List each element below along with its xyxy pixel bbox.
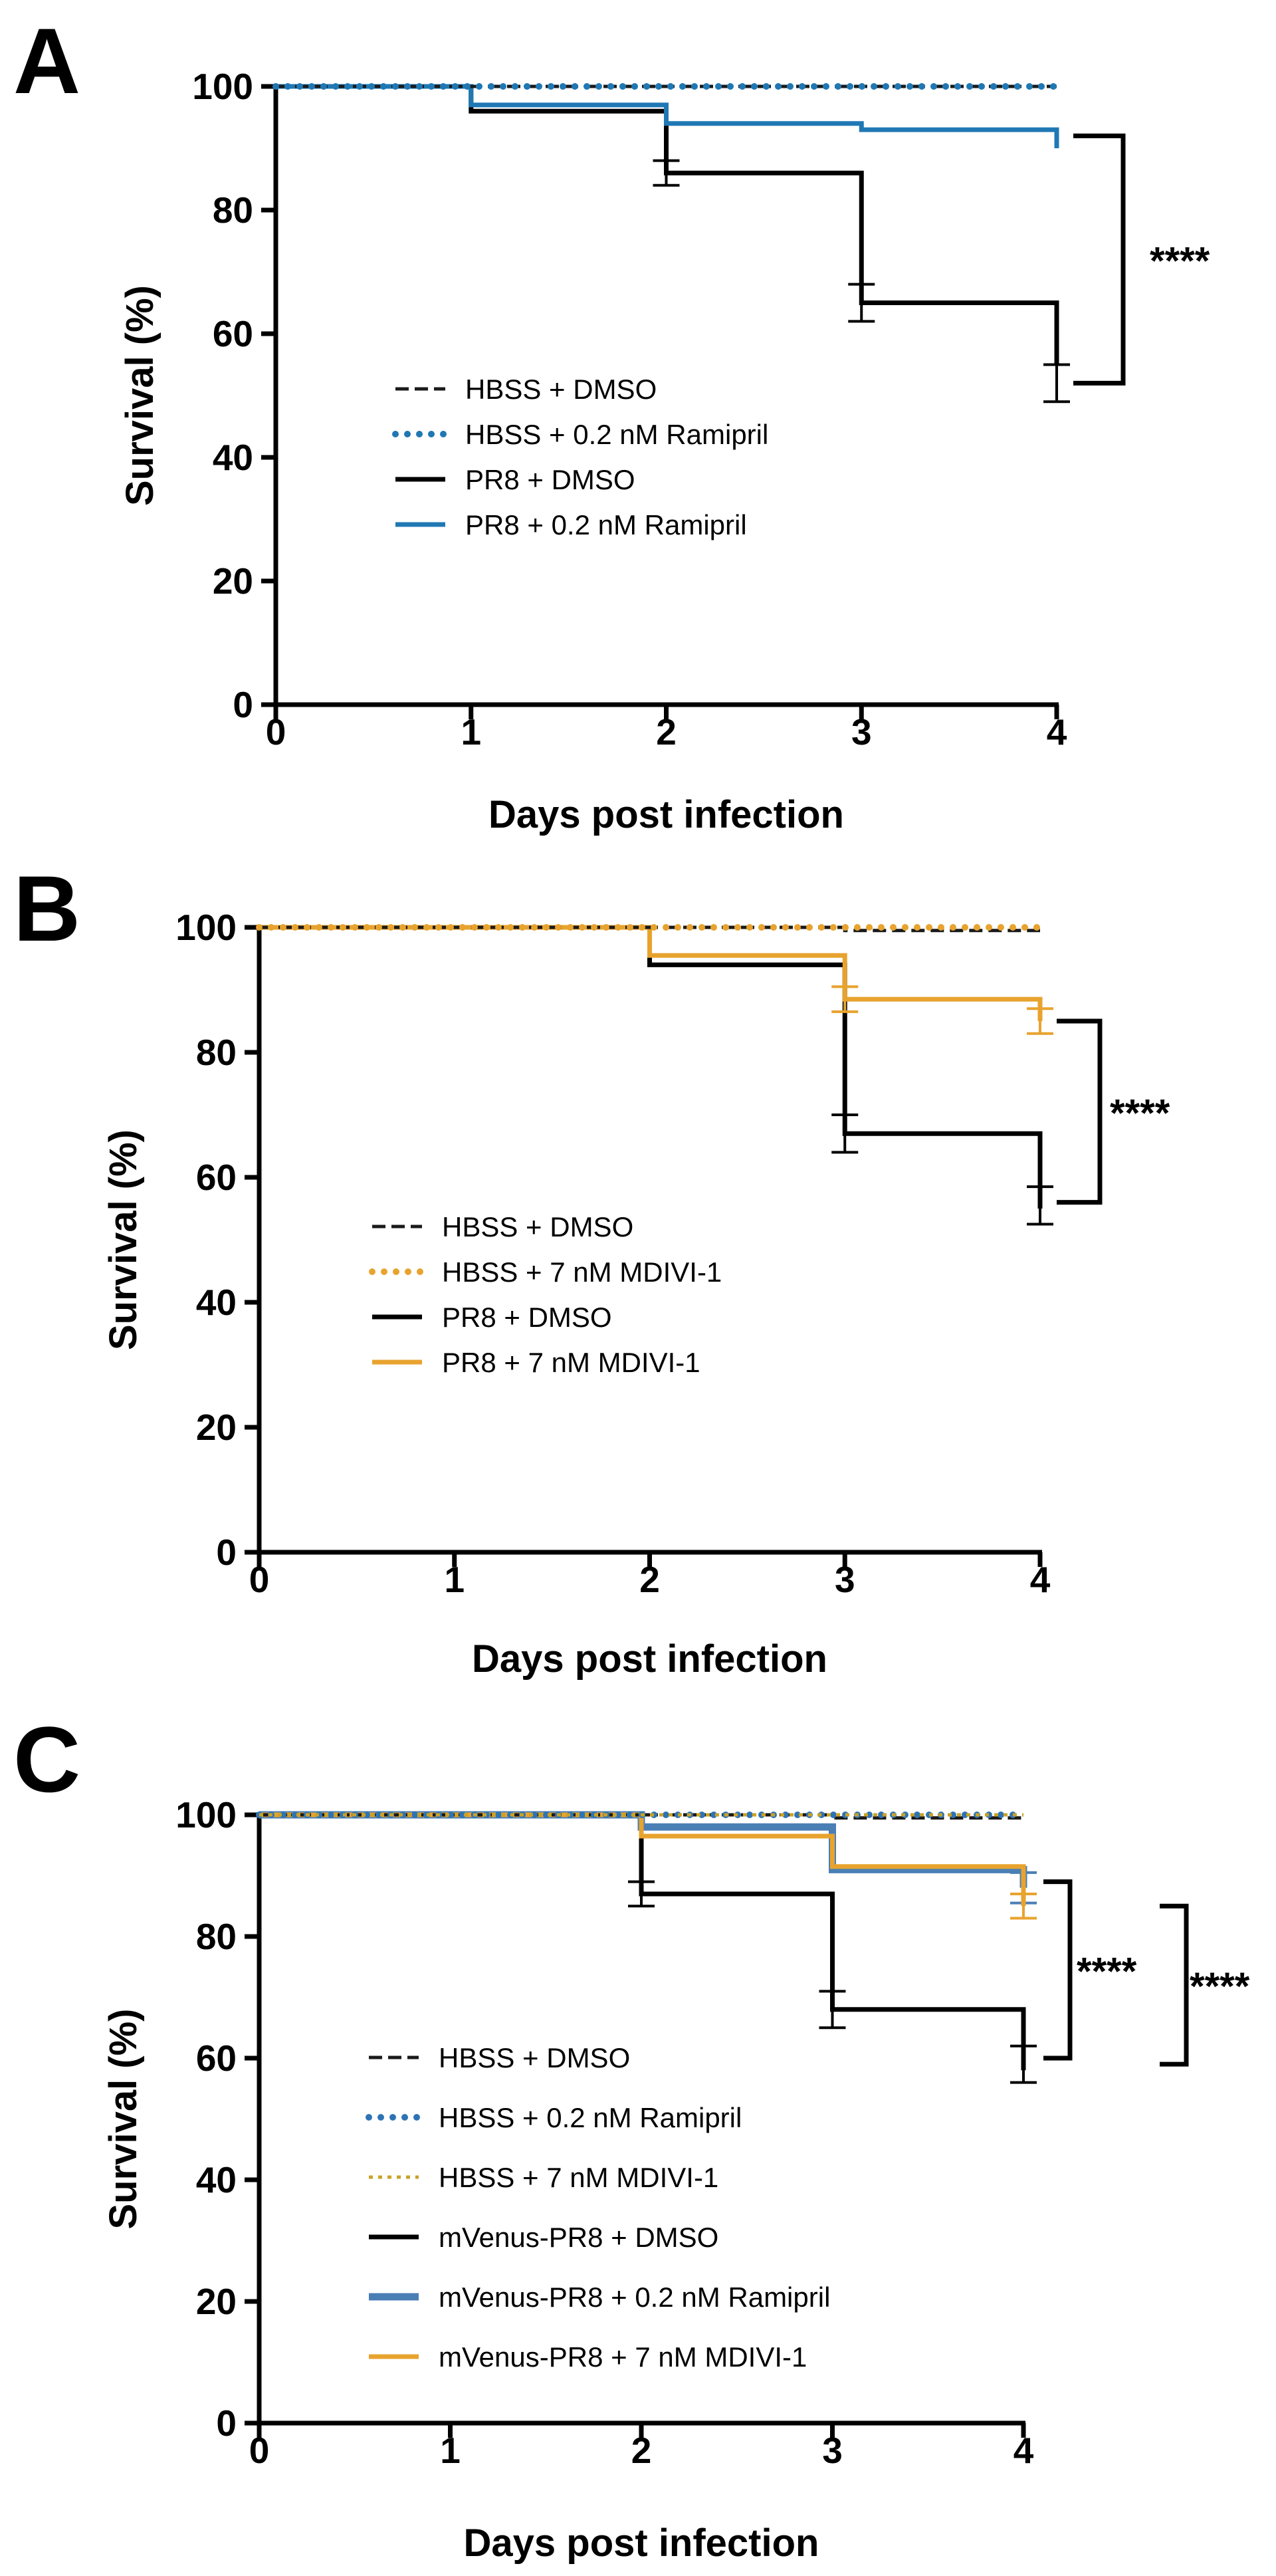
y-axis-title: Survival (%) — [102, 2009, 145, 2230]
panel-b: B 0 20 40 60 80 100 0 1 2 3 4 Survival (%) Days post … — [13, 856, 1170, 1681]
legend-label: mVenus-PR8 + 7 nM MDIVI-1 — [439, 2341, 807, 2373]
x-axis-title: Days post infection — [472, 1637, 827, 1681]
panel-letter: B — [13, 856, 80, 961]
y-tick-label: 80 — [213, 189, 253, 231]
panel-a: A 0 20 40 60 80 100 0 1 2 3 4 Survival (%) Days post … — [13, 9, 1210, 836]
y-tick-label: 0 — [216, 1532, 237, 1573]
y-tick-label: 40 — [196, 2159, 237, 2200]
x-tick-label: 1 — [440, 2430, 461, 2471]
legend-label: HBSS + 7 nM MDIVI-1 — [442, 1256, 722, 1288]
y-tick-label: 0 — [233, 684, 253, 725]
x-tick-label: 4 — [1030, 1559, 1051, 1600]
legend-label: HBSS + DMSO — [442, 1211, 633, 1242]
series-line — [259, 1812, 1026, 2071]
x-axis-title: Days post infection — [464, 2521, 819, 2565]
legend-label: HBSS + 0.2 nM Ramipril — [439, 2102, 742, 2133]
significance-bracket — [1057, 1018, 1103, 1205]
x-tick-label: 1 — [444, 1559, 465, 1600]
y-tick-label: 40 — [196, 1282, 237, 1323]
y-tick-label: 100 — [175, 1794, 237, 1835]
x-tick-label: 0 — [249, 2430, 270, 2471]
legend-label: HBSS + DMSO — [465, 374, 657, 405]
y-axis-title: Survival (%) — [118, 285, 161, 506]
legend-label: PR8 + DMSO — [465, 464, 635, 495]
legend-label: PR8 + DMSO — [442, 1302, 612, 1333]
x-axis-title: Days post infection — [488, 793, 844, 836]
y-tick-label: 80 — [196, 1916, 237, 1957]
significance-label: **** — [1150, 239, 1210, 283]
legend-label: mVenus-PR8 + 0.2 nM Ramipril — [439, 2282, 830, 2313]
x-tick-label: 3 — [835, 1559, 855, 1600]
significance-label: **** — [1077, 1950, 1137, 1993]
x-tick-label: 2 — [631, 2430, 652, 2471]
y-tick-label: 60 — [196, 2038, 237, 2079]
significance-label: **** — [1110, 1092, 1170, 1135]
y-tick-label: 100 — [175, 907, 237, 948]
panel-c: C 0 20 40 60 80 100 0 1 2 3 4 Survival (%) Days post … — [13, 1707, 1250, 2565]
y-tick-label: 40 — [213, 437, 253, 478]
x-tick-label: 0 — [249, 1559, 270, 1600]
y-tick-label: 60 — [213, 313, 253, 354]
legend-label: mVenus-PR8 + DMSO — [439, 2222, 718, 2253]
legend-label: HBSS + 0.2 nM Ramipril — [465, 419, 768, 450]
y-tick-label: 100 — [192, 66, 253, 107]
x-tick-label: 4 — [1047, 711, 1067, 753]
x-tick-label: 3 — [822, 2430, 843, 2471]
x-tick-label: 0 — [266, 711, 286, 753]
x-tick-label: 2 — [639, 1559, 660, 1600]
legend-label: PR8 + 0.2 nM Ramipril — [465, 509, 747, 540]
legend-label: HBSS + DMSO — [439, 2042, 630, 2073]
x-tick-label: 2 — [656, 711, 677, 753]
y-tick-label: 20 — [196, 2281, 237, 2322]
y-tick-label: 0 — [216, 2402, 237, 2444]
x-tick-label: 4 — [1013, 2430, 1034, 2471]
y-tick-label: 20 — [196, 1407, 237, 1448]
significance-label: **** — [1190, 1965, 1250, 2008]
x-tick-label: 1 — [461, 711, 481, 753]
y-tick-label: 20 — [213, 560, 253, 602]
y-tick-label: 80 — [196, 1032, 237, 1073]
y-tick-label: 60 — [196, 1157, 237, 1198]
panel-letter: A — [13, 9, 80, 113]
legend-label: HBSS + 7 nM MDIVI-1 — [439, 2162, 718, 2193]
series-line — [259, 925, 1043, 1021]
panel-letter: C — [13, 1707, 80, 1812]
x-tick-label: 3 — [851, 711, 872, 753]
significance-bracket — [1043, 1879, 1073, 2061]
legend-label: PR8 + 7 nM MDIVI-1 — [442, 1347, 700, 1378]
significance-bracket — [1160, 1903, 1189, 2067]
y-axis-title: Survival (%) — [102, 1129, 145, 1350]
significance-bracket — [1073, 133, 1126, 386]
series-line — [276, 84, 1059, 148]
series-line — [259, 925, 1043, 1209]
